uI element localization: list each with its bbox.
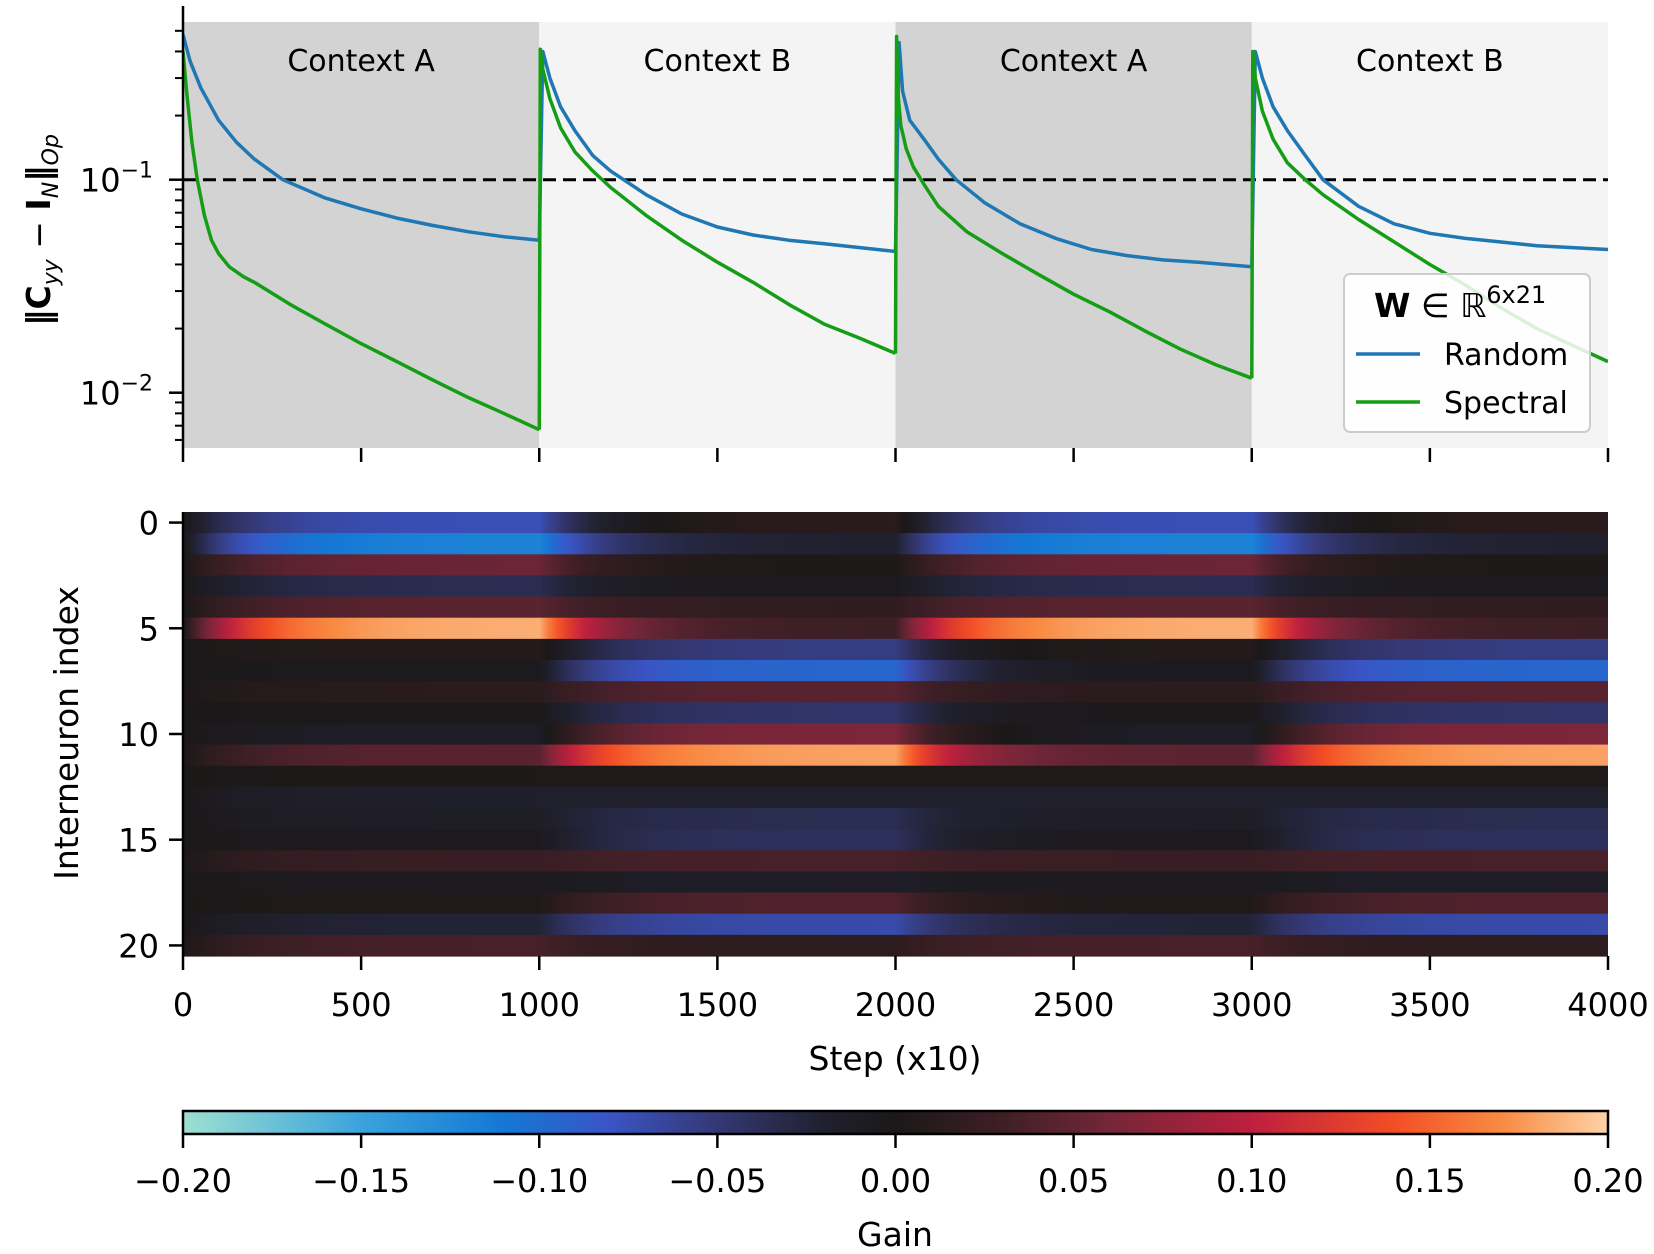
heatmap-ytick-label-1: 5 xyxy=(139,610,159,648)
context-label-0: Context A xyxy=(287,44,435,79)
heatmap-row-14 xyxy=(183,808,1608,830)
top-ytick-label-0: 10−1 xyxy=(80,159,153,200)
heatmap-row-16 xyxy=(183,850,1608,873)
context-label-1: Context B xyxy=(644,44,792,79)
heatmap-row-3 xyxy=(183,575,1608,598)
colorbar-tick-label-1: −0.15 xyxy=(312,1162,410,1200)
heatmap-row-19 xyxy=(183,913,1608,936)
random-line-segment-3 xyxy=(1250,49,1608,267)
random-line-segment-0 xyxy=(183,34,540,242)
legend-box xyxy=(1343,273,1591,433)
spectral-line-segment-2 xyxy=(893,34,1253,380)
legend-label-random: Random xyxy=(1444,338,1568,373)
heatmap-xtick-label-0: 0 xyxy=(173,986,193,1024)
heatmap-ytick-label-4: 20 xyxy=(118,927,159,965)
heatmap-xtick-label-7: 3500 xyxy=(1389,986,1470,1024)
legend: W ∈ ℝ6x21 Random Spectral xyxy=(1343,273,1591,433)
heatmap-row-15 xyxy=(183,829,1608,851)
heatmap-row-4 xyxy=(183,596,1608,619)
heatmap-row-13 xyxy=(183,786,1608,809)
heatmap-row-5 xyxy=(183,617,1608,640)
random-line-segment-1 xyxy=(537,49,896,254)
heatmap-ytick-label-0: 0 xyxy=(139,505,159,543)
heatmap-xtick-label-5: 2500 xyxy=(1033,986,1114,1024)
heatmap-xtick-label-2: 1000 xyxy=(499,986,580,1024)
spectral-line-segment-1 xyxy=(537,47,897,430)
context-label-2: Context A xyxy=(1000,44,1148,79)
colorbar-tick-label-0: −0.20 xyxy=(134,1162,232,1200)
heatmap-xtick-label-1: 500 xyxy=(331,986,392,1024)
top-ytick-label-1: 10−2 xyxy=(80,372,153,413)
colorbar: −0.20 −0.15 −0.10 −0.05 0.00 0.05 0.10 0.15 0.20… xyxy=(134,1109,1644,1254)
colorbar-tick-label-6: 0.10 xyxy=(1216,1162,1287,1200)
heatmap-row-9 xyxy=(183,702,1608,725)
context-band-1 xyxy=(539,22,896,448)
heatmap-y-axis-label: Interneuron index xyxy=(47,586,86,880)
heatmap-row-10 xyxy=(183,723,1608,746)
context-band-2 xyxy=(895,22,1252,448)
heatmap-xtick-label-8: 4000 xyxy=(1567,986,1648,1024)
colorbar-tick-label-8: 0.20 xyxy=(1572,1162,1643,1200)
colorbar-tick-label-3: −0.05 xyxy=(668,1162,766,1200)
norm-line-chart: Context A Context B Context A Context B 10−… xyxy=(19,6,1610,462)
colorbar-gradient xyxy=(181,1109,1610,1136)
random-line-segment-2 xyxy=(893,40,1252,269)
top-y-axis-label: ‖Cyy − IN‖Op xyxy=(19,134,64,326)
heatmap-row-6 xyxy=(183,638,1608,661)
heatmap-row-11 xyxy=(183,744,1608,767)
colorbar-label: Gain xyxy=(857,1215,933,1254)
colorbar-tick-label-2: −0.10 xyxy=(490,1162,588,1200)
heatmap-row-7 xyxy=(183,660,1608,682)
heatmap-xtick-label-3: 1500 xyxy=(677,986,758,1024)
heatmap-x-axis-label: Step (x10) xyxy=(809,1039,982,1078)
gain-heatmap: 0 5 10 15 20 0 500 1000 1500 2000 2500 3000 3500 400… xyxy=(47,505,1649,1078)
heatmap-row-12 xyxy=(183,765,1608,788)
heatmap-row-2 xyxy=(183,554,1608,577)
colorbar-tick-label-4: 0.00 xyxy=(860,1162,931,1200)
legend-title: W ∈ ℝ6x21 xyxy=(1374,281,1546,325)
heatmap-xtick-label-4: 2000 xyxy=(855,986,936,1024)
heatmap-ytick-label-2: 10 xyxy=(118,716,159,754)
context-label-3: Context B xyxy=(1356,44,1504,79)
heatmap-row-17 xyxy=(183,871,1608,894)
heatmap-row-18 xyxy=(183,892,1608,915)
heatmap-ytick-label-3: 15 xyxy=(118,822,159,860)
heatmap-row-0 xyxy=(183,512,1608,534)
spectral-line-segment-0 xyxy=(183,51,541,432)
legend-label-spectral: Spectral xyxy=(1444,386,1568,421)
colorbar-tick-label-7: 0.15 xyxy=(1394,1162,1465,1200)
heatmap-xtick-label-6: 3000 xyxy=(1211,986,1292,1024)
heatmap-row-8 xyxy=(183,681,1608,703)
heatmap-row-20 xyxy=(183,934,1608,957)
heatmap-row-1 xyxy=(183,533,1608,555)
colorbar-tick-label-5: 0.05 xyxy=(1038,1162,1109,1200)
